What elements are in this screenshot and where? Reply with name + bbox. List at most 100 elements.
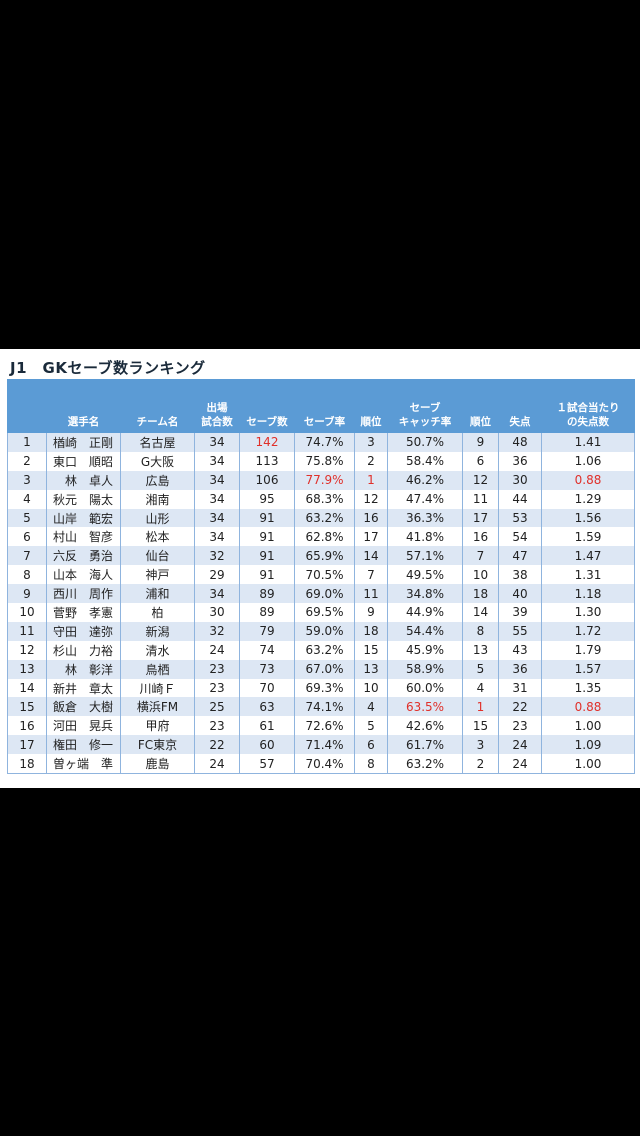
player-name-cell: 権田 修一 [46,735,121,755]
team-cell: 鳥栖 [120,659,195,679]
catch-rate-cell: 50.7% [387,433,463,452]
table-row: 7 六反 勇治 仙台 32 91 65.9% 14 57.1% 7 47 1.47 [7,546,635,566]
catch-rate-cell: 34.8% [387,584,463,604]
save-rate-cell: 69.0% [294,584,355,604]
goals-against-cell: 36 [498,659,542,679]
rank-cell: 14 [7,678,47,698]
rank-cell: 5 [7,508,47,528]
table-row: 13 林 彰洋 鳥栖 23 73 67.0% 13 58.9% 5 36 1.57 [7,659,635,679]
goals-against-cell: 30 [498,470,542,490]
save-rate-rank-cell: 10 [354,678,388,698]
header-save-rate-rank: 順位 [354,379,388,433]
rank-cell: 3 [7,470,47,490]
catch-rate-cell: 58.4% [387,451,463,471]
games-cell: 22 [194,735,240,755]
catch-rate-rank-cell: 8 [462,621,499,641]
rank-cell: 4 [7,489,47,509]
goals-per-game-cell: 0.88 [541,470,635,490]
saves-cell: 95 [239,489,295,509]
rank-cell: 12 [7,640,47,660]
player-name-cell: 山本 海人 [46,565,121,585]
save-rate-cell: 65.9% [294,546,355,566]
catch-rate-rank-cell: 16 [462,527,499,547]
saves-cell: 91 [239,565,295,585]
games-cell: 34 [194,451,240,471]
player-name-cell: 西川 周作 [46,584,121,604]
header-games-line2: 試合数 [201,416,233,428]
player-name-cell: 林 彰洋 [46,659,121,679]
header-save-rate: セーブ率 [294,379,355,433]
catch-rate-cell: 45.9% [387,640,463,660]
catch-rate-cell: 58.9% [387,659,463,679]
rank-cell: 17 [7,735,47,755]
catch-rate-cell: 61.7% [387,735,463,755]
catch-rate-cell: 60.0% [387,678,463,698]
player-name-cell: 楢崎 正剛 [46,433,121,452]
catch-rate-rank-cell: 12 [462,470,499,490]
save-rate-rank-cell: 14 [354,546,388,566]
goals-per-game-cell: 1.30 [541,603,635,622]
goals-against-cell: 38 [498,565,542,585]
save-rate-rank-cell: 13 [354,659,388,679]
catch-rate-cell: 54.4% [387,621,463,641]
games-cell: 32 [194,546,240,566]
header-player: 選手名 [46,379,121,433]
header-gapg-line1: １試合当たり [556,402,620,414]
goals-against-cell: 43 [498,640,542,660]
games-cell: 24 [194,754,240,775]
games-cell: 23 [194,659,240,679]
rank-cell: 15 [7,697,47,717]
table-row: 11 守田 達弥 新潟 32 79 59.0% 18 54.4% 8 55 1.72 [7,621,635,641]
goals-per-game-cell: 1.57 [541,659,635,679]
rank-cell: 8 [7,565,47,585]
team-cell: 山形 [120,508,195,528]
save-rate-cell: 69.3% [294,678,355,698]
catch-rate-rank-cell: 10 [462,565,499,585]
goals-per-game-cell: 1.72 [541,621,635,641]
rank-cell: 6 [7,527,47,547]
catch-rate-cell: 63.2% [387,754,463,775]
team-cell: 新潟 [120,621,195,641]
goals-against-cell: 36 [498,451,542,471]
save-rate-rank-cell: 6 [354,735,388,755]
team-cell: 柏 [120,603,195,622]
save-rate-cell: 63.2% [294,640,355,660]
header-catch-rate-line1: セーブ [409,402,441,414]
saves-cell: 74 [239,640,295,660]
goals-against-cell: 55 [498,621,542,641]
catch-rate-rank-cell: 9 [462,433,499,452]
catch-rate-cell: 46.2% [387,470,463,490]
rank-cell: 13 [7,659,47,679]
team-cell: 松本 [120,527,195,547]
games-cell: 34 [194,584,240,604]
catch-rate-cell: 49.5% [387,565,463,585]
header-catch-rate-line2: キャッチ率 [398,416,452,428]
ranking-table: 選手名 チーム名 出場 試合数 セーブ数 セーブ率 順位 セーブ キャッチ率 順… [7,379,635,775]
team-cell: 湘南 [120,489,195,509]
player-name-cell: 林 卓人 [46,470,121,490]
catch-rate-rank-cell: 6 [462,451,499,471]
team-cell: FC東京 [120,735,195,755]
table-row: 6 村山 智彦 松本 34 91 62.8% 17 41.8% 16 54 1.59 [7,527,635,547]
save-rate-rank-cell: 18 [354,621,388,641]
catch-rate-cell: 42.6% [387,716,463,736]
header-saves: セーブ数 [239,379,295,433]
table-row: 15 飯倉 大樹 横浜FM 25 63 74.1% 4 63.5% 1 22 0.88 [7,697,635,717]
goals-against-cell: 24 [498,735,542,755]
saves-cell: 91 [239,527,295,547]
save-rate-rank-cell: 7 [354,565,388,585]
games-cell: 34 [194,433,240,452]
save-rate-cell: 63.2% [294,508,355,528]
rank-cell: 9 [7,584,47,604]
header-goals-per-game: １試合当たり の失点数 [541,379,635,433]
header-row: 選手名 チーム名 出場 試合数 セーブ数 セーブ率 順位 セーブ キャッチ率 順… [7,379,635,433]
games-cell: 34 [194,489,240,509]
table-row: 1 楢崎 正剛 名古屋 34 142 74.7% 3 50.7% 9 48 1.41 [7,433,635,452]
table-title: J1 GKセーブ数ランキング [10,359,206,377]
table-row: 17 権田 修一 FC東京 22 60 71.4% 6 61.7% 3 24 1.09 [7,735,635,755]
save-rate-rank-cell: 9 [354,603,388,622]
save-rate-cell: 67.0% [294,659,355,679]
catch-rate-cell: 41.8% [387,527,463,547]
save-rate-rank-cell: 15 [354,640,388,660]
rank-cell: 16 [7,716,47,736]
